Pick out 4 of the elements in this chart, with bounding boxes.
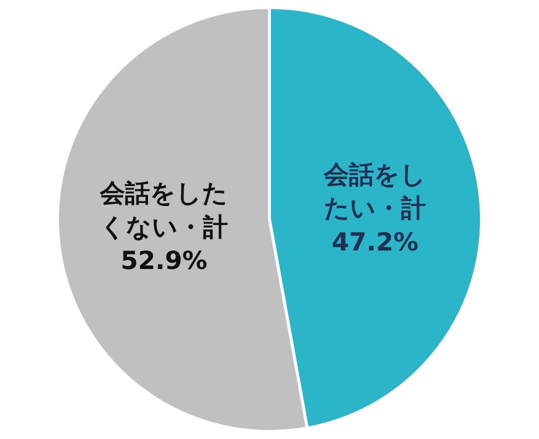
slice-label: 会話をしたくない・計 — [98, 178, 228, 242]
data-label: 47.2% — [332, 227, 418, 256]
slice-label: 会話をしたい・計 — [323, 160, 426, 223]
data-label: 52.9% — [120, 246, 208, 276]
